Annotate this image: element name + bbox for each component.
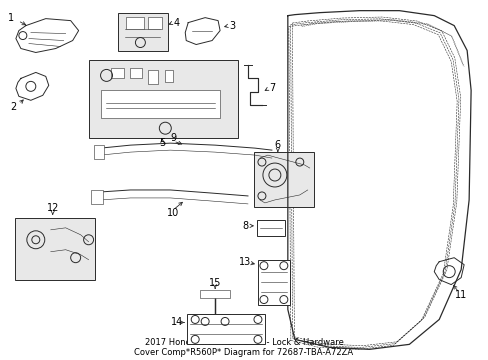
Bar [187, 315, 264, 345]
Bar [165, 71, 173, 82]
Bar [88, 60, 238, 138]
Text: 8: 8 [242, 221, 247, 231]
Bar [118, 13, 168, 50]
Text: 2017 Honda Civic Rear Door - Lock & Hardware
Cover Comp*R560P* Diagram for 72687: 2017 Honda Civic Rear Door - Lock & Hard… [134, 338, 353, 357]
Text: 5: 5 [159, 138, 165, 148]
Text: 11: 11 [454, 289, 467, 300]
Bar [200, 315, 229, 328]
Bar [256, 220, 285, 236]
Bar [200, 289, 229, 298]
Bar [126, 17, 144, 28]
Text: 15: 15 [208, 278, 221, 288]
Bar [90, 190, 102, 204]
Bar [15, 218, 94, 280]
Text: 13: 13 [238, 257, 251, 267]
Text: 3: 3 [228, 21, 235, 31]
Bar [253, 152, 313, 207]
Bar [148, 71, 158, 84]
Text: 2: 2 [10, 102, 16, 112]
Bar [110, 68, 124, 78]
Bar [258, 260, 289, 305]
Bar [148, 17, 162, 28]
Text: 14: 14 [171, 318, 183, 328]
Text: 9: 9 [170, 133, 176, 143]
Text: 10: 10 [167, 208, 179, 218]
Bar [101, 90, 220, 118]
Text: 4: 4 [173, 18, 179, 28]
Text: 12: 12 [46, 203, 59, 213]
Text: 7: 7 [268, 84, 274, 93]
Bar [93, 145, 103, 159]
Text: 6: 6 [274, 140, 281, 150]
Text: 1: 1 [8, 13, 14, 23]
Bar [130, 68, 142, 78]
